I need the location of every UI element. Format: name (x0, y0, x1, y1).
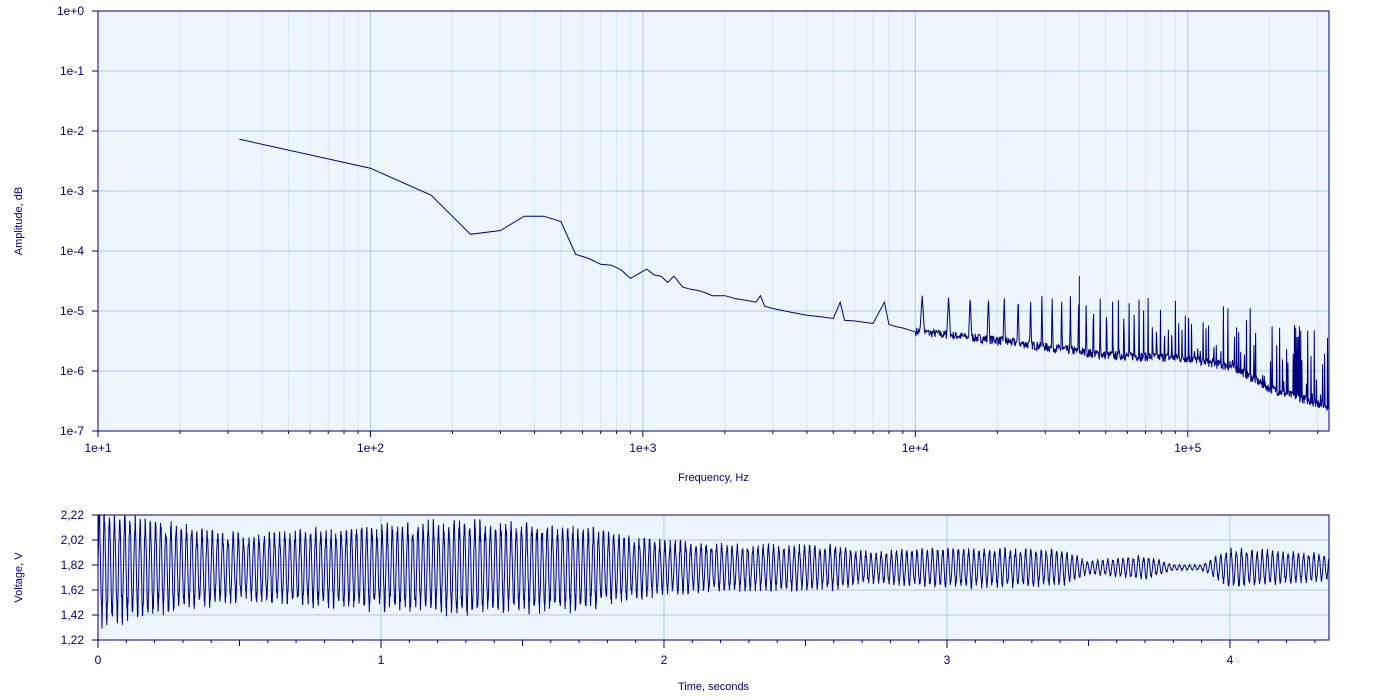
x-tick-label: 1e+2 (357, 441, 384, 455)
x-tick-label: 3 (944, 653, 951, 667)
x-tick-label: 1e+3 (629, 441, 656, 455)
y-axis-title: Voltage, V (13, 552, 25, 603)
x-axis-title: Time, seconds (678, 681, 750, 693)
y-tick-label: 1e-3 (60, 184, 84, 198)
y-tick-label: 1,62 (61, 583, 85, 597)
y-axis-title: Amplitude, dB (13, 187, 25, 255)
y-tick-label: 1,42 (61, 608, 85, 622)
spectrum-line (239, 138, 916, 333)
spectrum-plot-area (98, 11, 1329, 431)
waveform-chart: 0 1 2 3 4 2,22 2,02 1,82 1,62 1,42 1,22 Time, secon… (13, 508, 1330, 693)
y-tick-label: 1e-2 (60, 124, 84, 138)
y-tick-label: 1e-7 (60, 424, 84, 438)
x-axis-title: Frequency, Hz (678, 472, 749, 484)
y-tick-label: 1e-4 (60, 244, 84, 258)
x-tick-label: 1e+4 (902, 441, 929, 455)
x-tick-label: 2 (661, 653, 668, 667)
waveform-frame (97, 514, 1330, 641)
y-tick-label: 2,02 (61, 533, 85, 547)
y-tick-label: 2,22 (61, 508, 85, 522)
x-tick-label: 1 (378, 653, 385, 667)
y-tick-label: 1e-1 (60, 64, 84, 78)
x-tick-label: 0 (95, 653, 102, 667)
y-tick-label: 1,82 (61, 558, 85, 572)
y-tick-label: 1e-5 (60, 304, 84, 318)
spectrum-frame (97, 10, 1330, 432)
y-tick-label: 1e+0 (57, 4, 84, 18)
voltage-line (97, 513, 1330, 629)
y-tick-label: 1e-6 (60, 364, 84, 378)
spectrum-chart: 1e+1 1e+2 1e+3 1e+4 1e+5 1e+0 1e-1 1e-2 1e-3 1e-4… (13, 4, 1330, 484)
x-tick-label: 4 (1227, 653, 1234, 667)
x-tick-label: 1e+1 (84, 441, 111, 455)
spectrum-harmonics (914, 295, 1330, 412)
x-tick-label: 1e+5 (1174, 441, 1201, 455)
y-tick-label: 1,22 (61, 633, 85, 647)
